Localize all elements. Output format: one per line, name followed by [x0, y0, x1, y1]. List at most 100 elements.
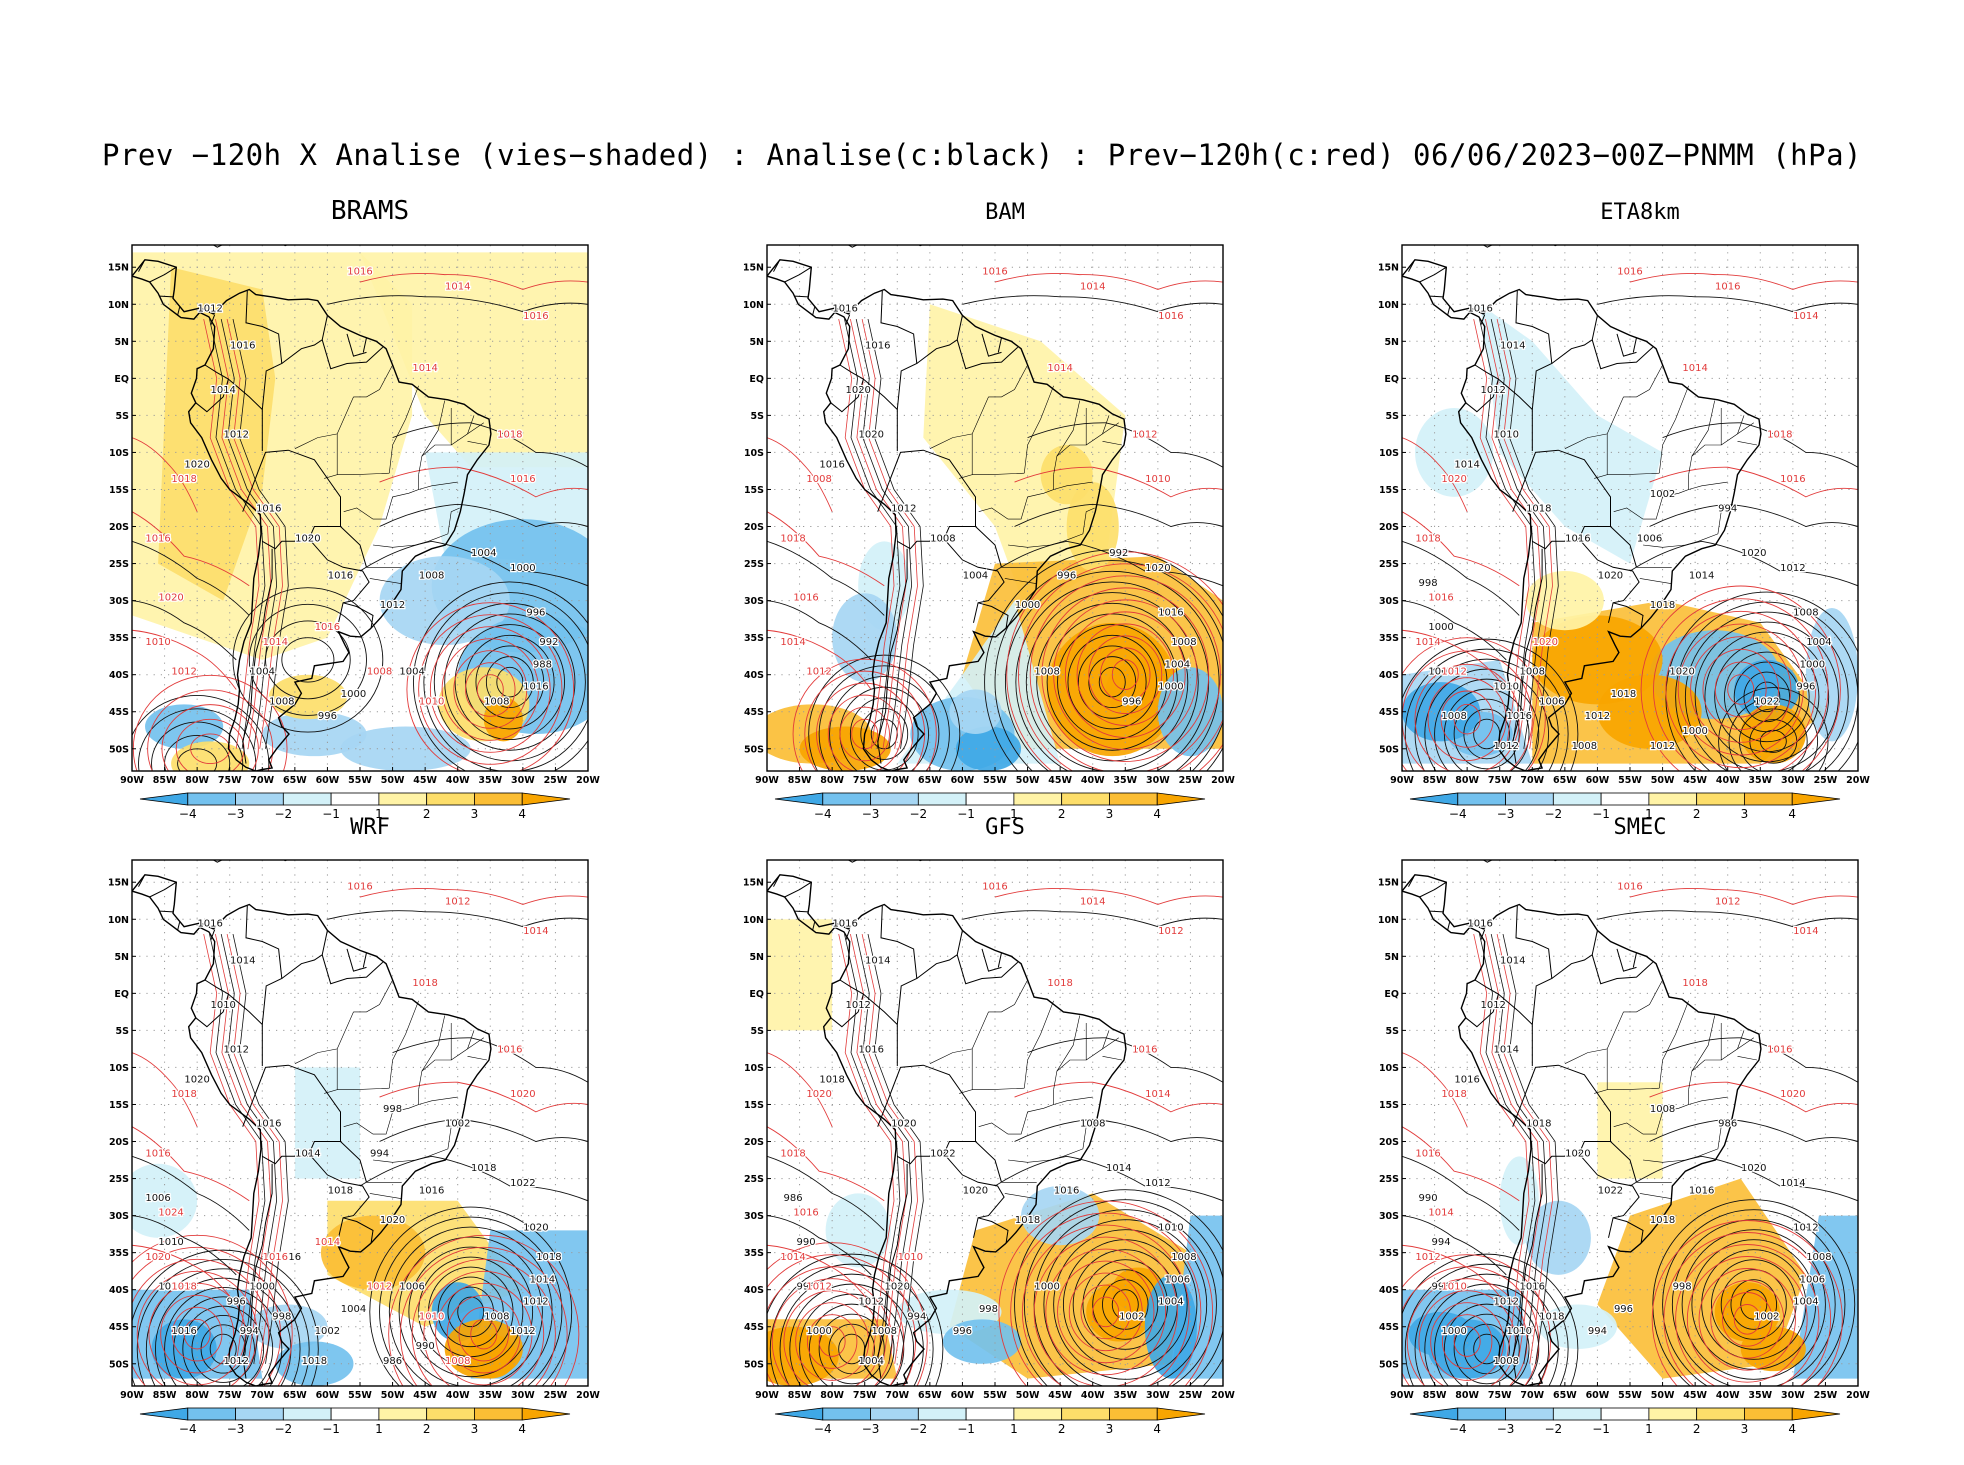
- lat-tick-label: 40S: [744, 670, 764, 681]
- forecast-contour: [1714, 661, 1767, 718]
- colorbar-segment: [774, 792, 824, 806]
- colorbar-segment: [187, 792, 236, 806]
- colorbar-segment: [1696, 792, 1745, 806]
- colorbar-label: 4: [1788, 807, 1796, 821]
- country-border: [1515, 905, 1553, 1025]
- analysis-contour: [1404, 648, 1569, 771]
- bias-region: [1597, 1082, 1663, 1179]
- lon-tick-label: 40W: [446, 775, 470, 786]
- analysis-contour: [191, 1315, 255, 1383]
- state-border: [929, 396, 989, 449]
- colorbar-segment: [1156, 792, 1206, 806]
- colorbar-label: 1: [1645, 1422, 1653, 1436]
- forecast-contour: [359, 888, 588, 905]
- lon-tick-label: 65W: [1553, 1390, 1577, 1401]
- forecast-contour: [132, 437, 198, 512]
- lon-tick-label: 65W: [918, 775, 942, 786]
- country-border: [1632, 952, 1637, 968]
- analysis-contour-label: 1022: [1754, 696, 1779, 707]
- country-border: [1612, 1217, 1644, 1244]
- colorbar-label: 3: [471, 1422, 479, 1436]
- analysis-contour: [132, 540, 250, 616]
- colorbar-label: −3: [862, 807, 880, 821]
- forecast-contour: [767, 437, 833, 512]
- analysis-contour-label: 1018: [1015, 1215, 1040, 1226]
- analysis-contour-label: 1014: [295, 1148, 320, 1159]
- state-border: [1004, 578, 1037, 584]
- country-border: [812, 307, 816, 316]
- forecast-contour: [399, 1246, 568, 1386]
- island-outline: [847, 245, 859, 248]
- analysis-contour: [359, 1155, 588, 1202]
- colorbar-segment: [426, 1407, 475, 1421]
- lat-tick-label: 5N: [749, 337, 764, 348]
- lat-tick-label: 20S: [1379, 522, 1399, 533]
- forecast-contour-label: 1024: [158, 1208, 183, 1219]
- state-border: [343, 507, 374, 520]
- lat-tick-label: 20S: [744, 1137, 764, 1148]
- lon-tick-label: 70W: [885, 775, 909, 786]
- state-border: [1053, 1096, 1093, 1105]
- lat-tick-label: 15S: [744, 485, 764, 496]
- forecast-contour: [429, 626, 551, 753]
- lat-tick-label: 5N: [114, 952, 129, 963]
- analysis-contour: [808, 654, 961, 771]
- state-border: [1102, 441, 1123, 446]
- analysis-contour: [1710, 1259, 1797, 1350]
- analysis-contour-label: 1012: [1650, 741, 1675, 752]
- analysis-contour: [1739, 708, 1808, 771]
- analysis-contour-label: 1000: [341, 689, 366, 700]
- state-border: [1659, 385, 1689, 474]
- lon-tick-label: 75W: [853, 1390, 877, 1401]
- analysis-contour-label: 1016: [1467, 919, 1492, 930]
- analysis-contour-label: 994: [240, 1326, 259, 1337]
- colorbar-label: −2: [274, 807, 292, 821]
- state-border: [1007, 533, 1084, 548]
- colorbar-label: 2: [423, 807, 431, 821]
- lon-tick-label: 40W: [1716, 775, 1740, 786]
- forecast-contour: [1702, 648, 1779, 731]
- forecast-contour: [1665, 610, 1817, 769]
- bias-region: [1047, 622, 1178, 757]
- forecast-contour: [1629, 273, 1858, 290]
- state-border: [978, 1122, 1009, 1135]
- forecast-contour: [446, 1294, 521, 1374]
- analysis-contour: [962, 910, 1223, 928]
- colorbar-label: 2: [1693, 1422, 1701, 1436]
- state-border: [1102, 1056, 1123, 1061]
- analysis-contour: [1092, 1269, 1159, 1340]
- colorbar-segment: [1648, 792, 1698, 806]
- lat-tick-label: 25S: [744, 1174, 764, 1185]
- analysis-contour-label: 1014: [210, 385, 235, 396]
- country-border: [773, 876, 780, 887]
- state-border: [1102, 422, 1119, 435]
- analysis-contour: [1402, 1155, 1520, 1231]
- colorbar-label: −3: [227, 1422, 245, 1436]
- bias-region: [825, 1193, 891, 1268]
- forecast-contour: [453, 650, 528, 729]
- analysis-contour-label: 992: [539, 637, 558, 648]
- colorbar-segment: [1744, 1407, 1793, 1421]
- country-border: [204, 979, 229, 995]
- analysis-contour-label: 1000: [806, 1326, 831, 1337]
- panel-title: SMEC: [1613, 815, 1667, 840]
- lon-tick-label: 25W: [544, 1390, 568, 1401]
- analysis-contour-label: 1012: [224, 430, 249, 441]
- analysis-contour: [457, 1296, 485, 1328]
- analysis-contour: [1453, 698, 1520, 770]
- lat-tick-label: EQ: [114, 989, 129, 1000]
- analysis-contour: [444, 613, 576, 751]
- forecast-contour: [132, 1258, 270, 1386]
- colorbar-segment: [139, 792, 189, 806]
- analysis-contour-label: 998: [272, 1311, 291, 1322]
- lon-tick-label: 35W: [1113, 1390, 1137, 1401]
- state-border: [1082, 1122, 1095, 1149]
- analysis-contour: [1490, 934, 1548, 1364]
- lon-tick-label: 35W: [1113, 775, 1137, 786]
- lat-tick-label: 10S: [744, 448, 764, 459]
- analysis-contour-label: 1006: [145, 1193, 170, 1204]
- island-outline: [233, 231, 273, 242]
- country-border: [945, 540, 1005, 623]
- colorbar-label: −3: [1497, 807, 1515, 821]
- analysis-contour-label: 1016: [859, 1045, 884, 1056]
